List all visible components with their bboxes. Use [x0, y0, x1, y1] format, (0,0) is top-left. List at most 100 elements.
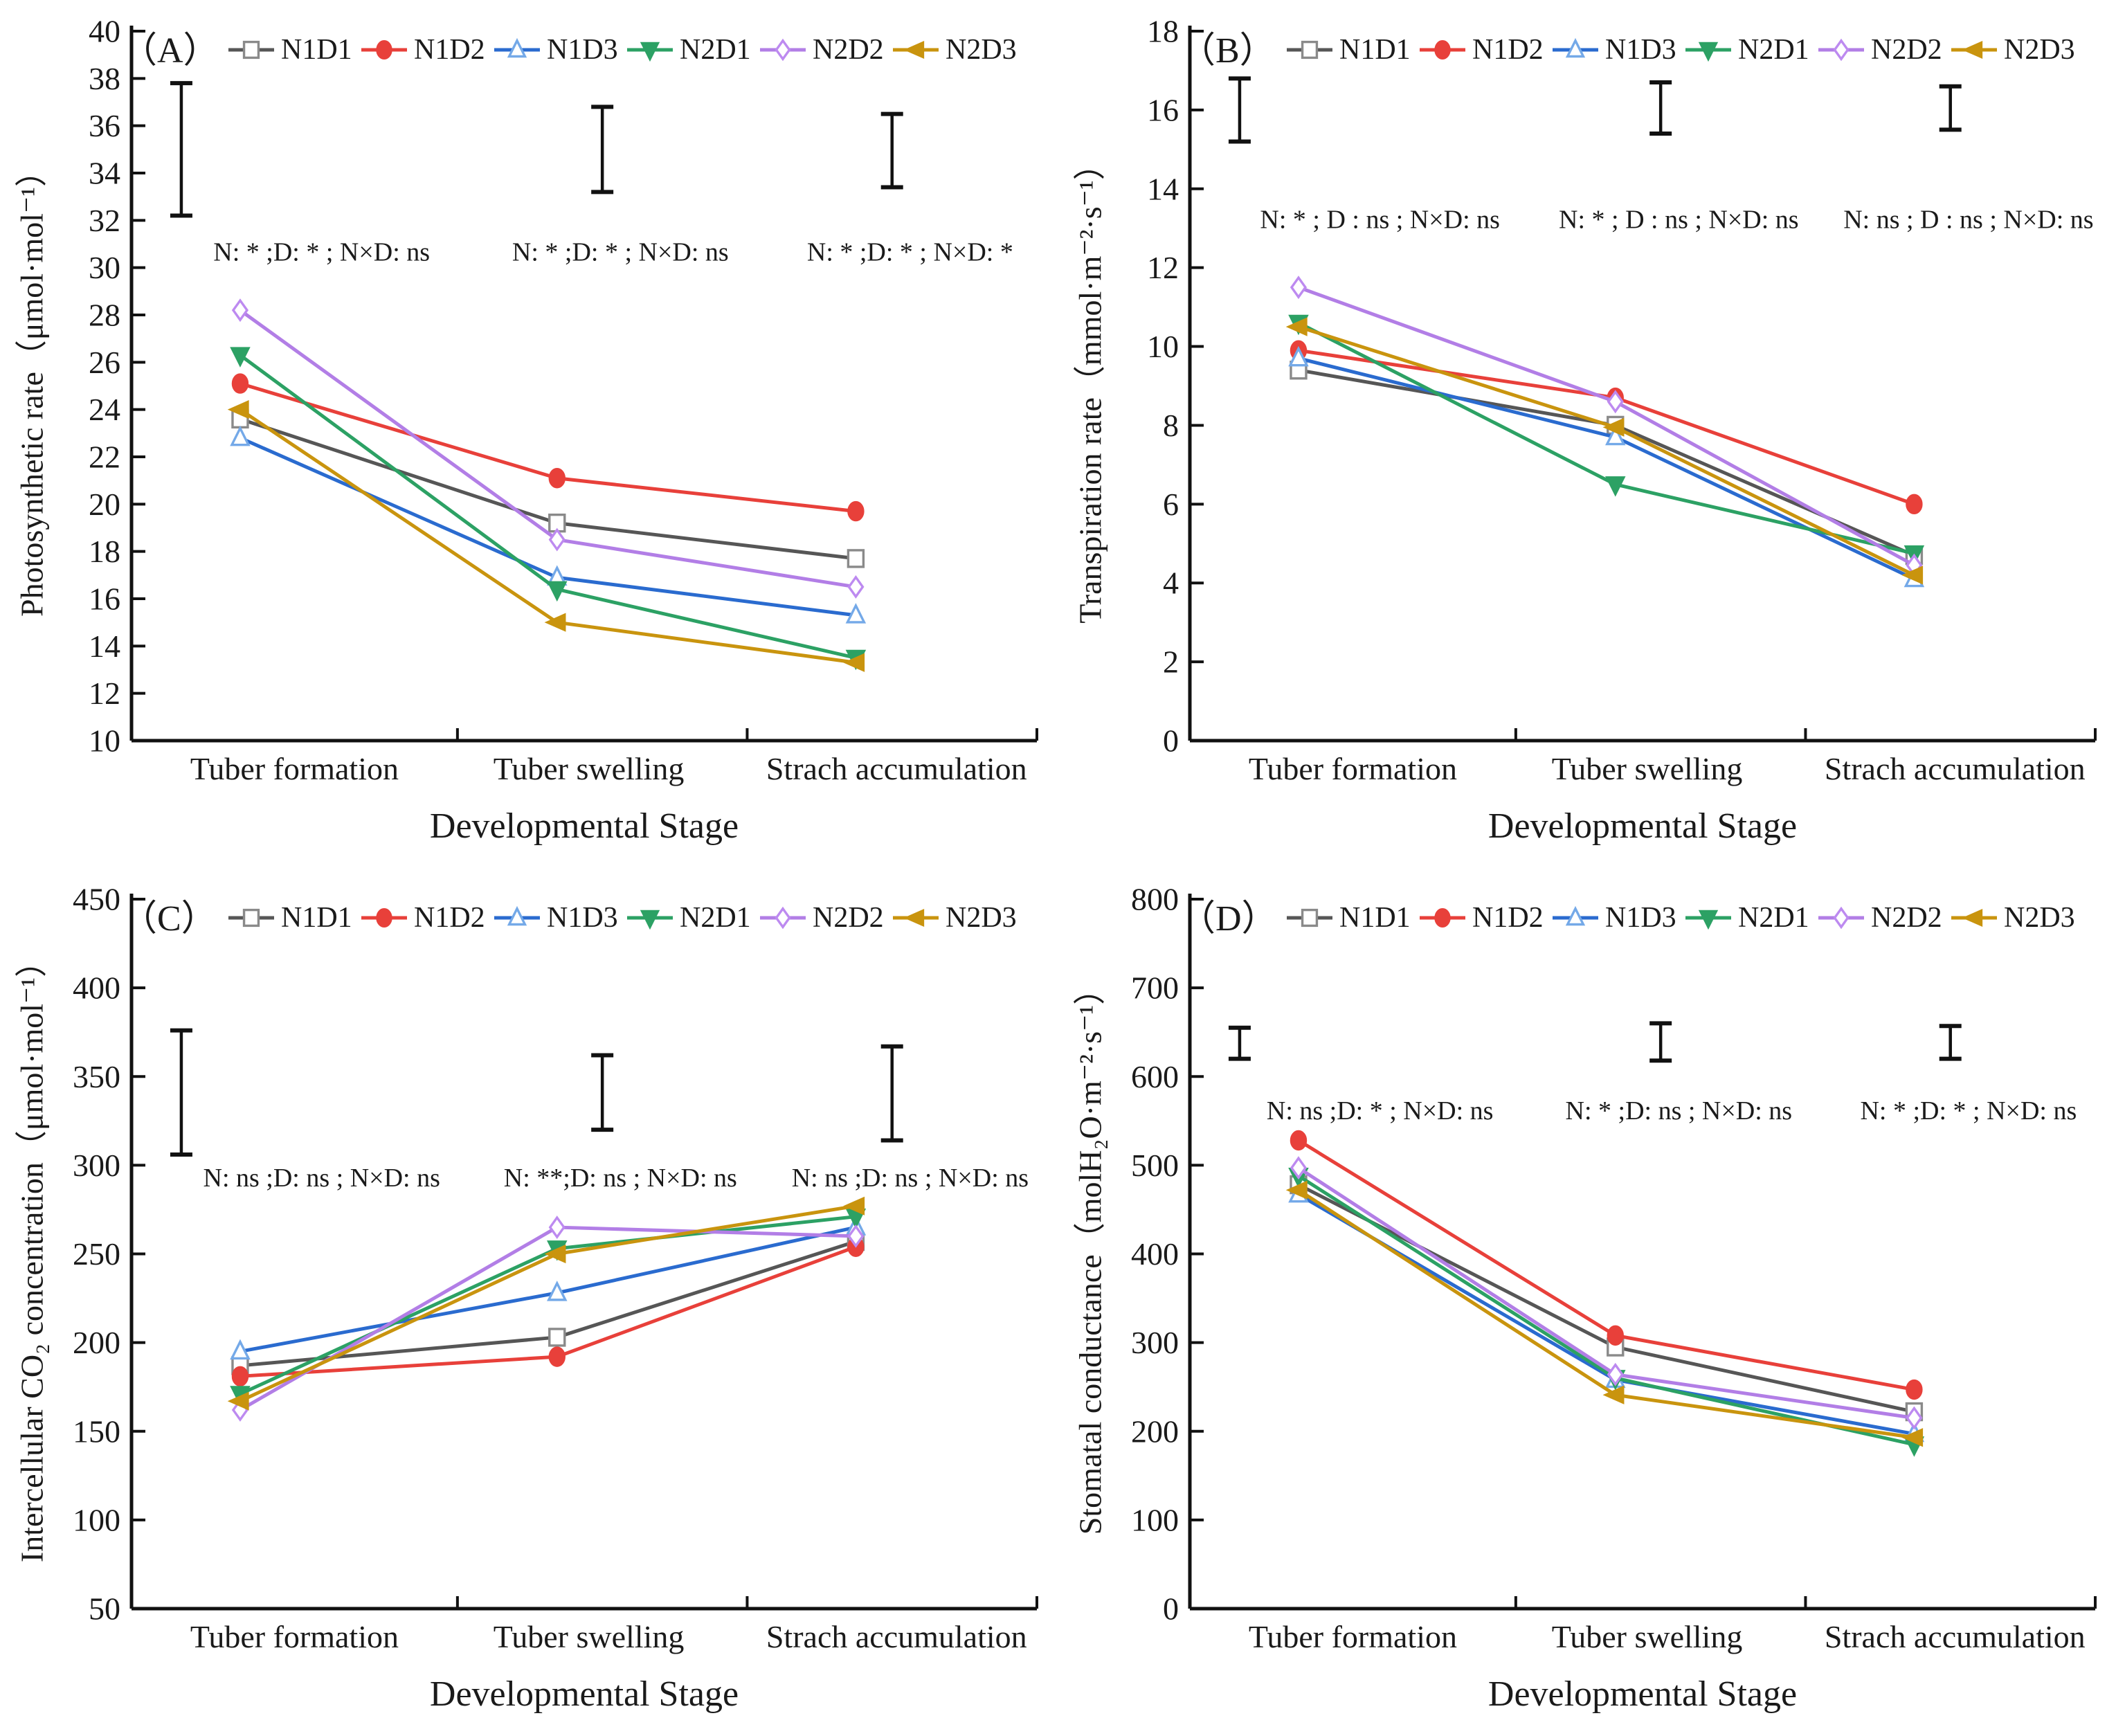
y-tick-label: 18 — [89, 534, 120, 569]
legend-label-N1D1: N1D1 — [281, 902, 352, 934]
legend-label-N2D1: N2D1 — [680, 34, 751, 66]
legend-marker-N2D1-icon — [640, 42, 660, 62]
series-point-N2D2-1 — [1290, 275, 1308, 300]
series-point-N2D2-2 — [548, 527, 566, 552]
legend-marker-N1D1-icon — [242, 908, 260, 928]
legend-item-N2D1: N2D1 — [1685, 902, 1809, 934]
y-tick-label: 400 — [1131, 1236, 1179, 1272]
y-tick-label: 300 — [73, 1148, 120, 1183]
legend-item-N1D2: N1D2 — [1420, 902, 1544, 934]
x-category-label: Tuber formation — [190, 751, 399, 786]
series-point-N1D2-2 — [548, 1346, 566, 1367]
legend-item-N2D3: N2D3 — [1951, 34, 2075, 66]
y-tick-label: 400 — [73, 970, 120, 1006]
y-tick-label: 6 — [1163, 487, 1179, 522]
y-tick-label: 600 — [1131, 1059, 1179, 1094]
legend-label-N2D2: N2D2 — [813, 902, 884, 934]
y-tick-label: 18 — [1147, 14, 1179, 49]
series-point-N2D3-2 — [544, 613, 566, 632]
series-point-N2D2-2 — [1607, 390, 1624, 414]
legend-label-N1D2: N1D2 — [414, 902, 485, 934]
series-line-N2D1 — [239, 354, 856, 660]
y-tick-label: 24 — [89, 392, 120, 427]
error-bar-stage-2 — [591, 1053, 614, 1132]
series-line-N1D3 — [1298, 356, 1915, 581]
y-tick-label: 14 — [1147, 171, 1179, 206]
y-tick-label: 12 — [89, 676, 120, 711]
error-bar-stage-1 — [1228, 1025, 1251, 1061]
chart-canvas-C: 50 100 150 200 250 300 350 400 450 Tuber formatio… — [15, 882, 1038, 1714]
chart-canvas-A: 10 12 14 16 18 20 22 24 26 28 30 32 34 36 38 40 Tuber fo… — [15, 14, 1038, 846]
legend-marker-N2D2-icon — [775, 906, 791, 930]
y-tick-label: 32 — [89, 203, 120, 238]
anova-annotation-stage-2: N: **;D: ns ; N×D: ns — [504, 1164, 737, 1193]
anova-annotation-stage-1: N: ns ;D: * ; N×D: ns — [1267, 1096, 1494, 1125]
series-point-N1D1-3 — [847, 549, 865, 568]
y-tick-label: 2 — [1163, 644, 1179, 680]
error-bar-stage-3 — [880, 1044, 903, 1143]
legend-marker-N2D1-icon — [1698, 910, 1719, 930]
legend-item-N2D2: N2D2 — [1818, 34, 1942, 66]
x-category-label: Tuber swelling — [494, 751, 685, 786]
series-point-N2D1-1 — [230, 347, 251, 368]
y-tick-label: 22 — [89, 440, 120, 475]
series-point-N2D1-2 — [547, 581, 568, 602]
error-bar-stage-2 — [591, 105, 614, 195]
legend-label-N1D1: N1D1 — [1339, 902, 1411, 934]
legend-item-N1D1: N1D1 — [228, 902, 352, 934]
series-point-N1D2-1 — [1290, 1130, 1308, 1151]
legend-item-N2D3: N2D3 — [893, 34, 1017, 66]
y-tick-label: 10 — [1147, 329, 1179, 364]
y-tick-label: 28 — [89, 298, 120, 333]
series-point-N2D2-1 — [1290, 1156, 1308, 1180]
anova-annotation-stage-1: N: * ;D: * ; N×D: ns — [213, 237, 430, 266]
series-point-N2D2-3 — [847, 575, 865, 599]
legend-label-N1D1: N1D1 — [281, 34, 352, 66]
legend-item-N1D2: N1D2 — [361, 34, 485, 66]
legend-marker-N2D1-icon — [640, 910, 660, 930]
legend-label-N1D1: N1D1 — [1339, 34, 1411, 66]
series-line-N1D1 — [1297, 1183, 1915, 1414]
series-point-N2D3-1 — [1285, 317, 1308, 336]
x-axis-title: Developmental Stage — [1488, 1674, 1797, 1714]
y-tick-label: 4 — [1163, 566, 1179, 601]
series-line-N1D3 — [239, 436, 856, 617]
series-point-N1D3-1 — [1288, 345, 1309, 367]
y-tick-label: 14 — [89, 629, 120, 664]
y-tick-label: 700 — [1131, 970, 1179, 1006]
legend-marker-N1D1-icon — [1301, 40, 1319, 60]
series-point-N1D1-2 — [548, 1328, 566, 1347]
x-category-label: Strach accumulation — [1825, 1619, 2086, 1654]
legend-marker-N2D3-icon — [1962, 908, 1983, 928]
series-point-N2D2-1 — [231, 298, 249, 323]
legend-marker-N2D3-icon — [903, 908, 925, 928]
legend-item-N2D1: N2D1 — [627, 34, 751, 66]
legend-label-N1D3: N1D3 — [1605, 902, 1676, 934]
panel-label: （C） — [121, 899, 217, 939]
y-tick-label: 200 — [73, 1325, 120, 1360]
series-point-N2D3-1 — [227, 1391, 249, 1411]
legend-marker-N2D2-icon — [1833, 906, 1850, 930]
series-point-N2D3-2 — [1602, 1385, 1625, 1404]
legend-item-N1D1: N1D1 — [1287, 34, 1411, 66]
series-line-N2D2 — [1297, 1166, 1915, 1420]
anova-annotation-stage-1: N: * ; D : ns ; N×D: ns — [1260, 206, 1500, 235]
legend-item-N1D3: N1D3 — [1553, 34, 1676, 66]
series-point-N1D3-1 — [230, 425, 251, 446]
error-bar-stage-3 — [1939, 84, 1962, 132]
legend-label-N2D3: N2D3 — [2004, 902, 2075, 934]
y-tick-label: 12 — [1147, 250, 1179, 285]
legend-item-N2D2: N2D2 — [1818, 902, 1942, 934]
legend-label-N1D3: N1D3 — [547, 34, 618, 66]
y-tick-label: 10 — [89, 723, 120, 759]
series-point-N2D3-3 — [843, 653, 865, 672]
x-category-label: Strach accumulation — [766, 751, 1027, 786]
y-tick-label: 20 — [89, 487, 120, 522]
x-category-label: Tuber formation — [1249, 751, 1457, 786]
legend-label-N2D2: N2D2 — [1871, 902, 1942, 934]
series-point-N2D3-3 — [1901, 566, 1924, 585]
y-tick-label: 0 — [1163, 723, 1179, 759]
x-axis-title: Developmental Stage — [1488, 806, 1797, 846]
series-point-N2D2-2 — [1607, 1362, 1624, 1386]
